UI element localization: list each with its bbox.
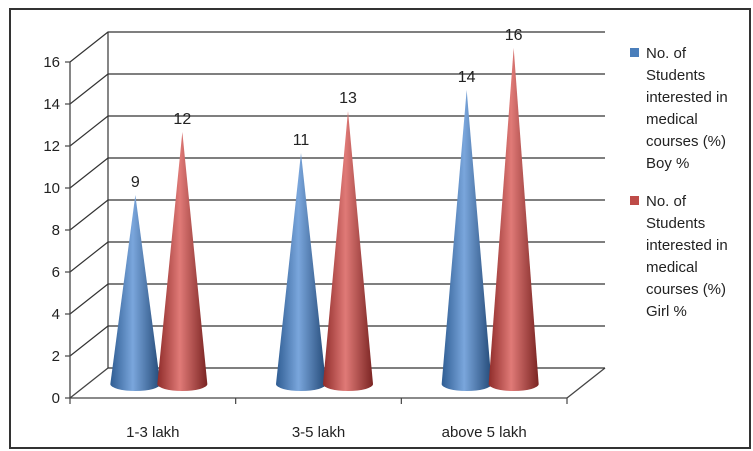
legend-swatch (630, 48, 639, 57)
legend-swatch (630, 196, 639, 205)
legend-text-line: interested in (646, 89, 728, 106)
cone-body (276, 153, 326, 391)
x-tick-label: 3-5 lakh (292, 424, 345, 441)
cone-body (157, 132, 208, 392)
cone-body (110, 195, 161, 391)
cone-body (488, 48, 539, 391)
cone-boy (276, 153, 326, 391)
data-label: 16 (505, 27, 523, 44)
legend-entry-boy: No. of Students interested in medical course… (630, 45, 728, 172)
y-tick-label: 16 (43, 54, 60, 71)
legend-text-line: medical (646, 111, 698, 128)
legend-text-line: medical (646, 259, 698, 276)
cone-boy (441, 90, 492, 392)
data-label: 13 (339, 90, 357, 107)
y-tick-label: 8 (52, 222, 60, 239)
cone-boy (110, 195, 161, 391)
y-tick-label: 6 (52, 264, 60, 281)
y-tick-label: 0 (52, 390, 60, 407)
legend-text-line: Students (646, 215, 705, 232)
y-axis: 0 2 4 6 8 10 12 14 16 (43, 54, 71, 407)
legend-text-line: No. of (646, 193, 687, 210)
cone-girl (323, 111, 373, 391)
floor-right-edge (566, 367, 606, 399)
gridline (69, 199, 605, 231)
floor-left-edge (69, 367, 109, 399)
data-label: 9 (131, 174, 140, 191)
y-tick-label: 14 (43, 96, 60, 113)
data-labels: 9 12 11 13 14 16 (131, 27, 523, 191)
cone-girl (157, 132, 208, 392)
gridline (69, 115, 605, 147)
data-label: 14 (458, 69, 476, 86)
data-label: 12 (173, 111, 191, 128)
legend-text-line: courses (%) (646, 133, 726, 150)
cone-body (323, 111, 373, 391)
gridline (69, 241, 605, 273)
gridline (69, 157, 605, 189)
y-tick-label: 4 (52, 306, 60, 323)
data-label: 11 (293, 132, 310, 149)
legend-text-line: Girl % (646, 303, 687, 320)
x-axis: 1-3 lakh 3-5 lakh above 5 lakh (69, 398, 568, 441)
cones (110, 48, 539, 392)
legend: No. of Students interested in medical course… (630, 45, 728, 320)
gridlines (69, 31, 605, 369)
legend-text-line: courses (%) (646, 281, 726, 298)
x-tick-label: above 5 lakh (442, 424, 527, 441)
legend-text-line: interested in (646, 237, 728, 254)
gridline (69, 283, 605, 315)
legend-entry-girl: No. of Students interested in medical course… (630, 193, 728, 320)
y-tick-label: 10 (43, 180, 60, 197)
cone-body (441, 90, 492, 392)
gridline (69, 73, 605, 105)
cone-girl (488, 48, 539, 391)
legend-text-line: No. of (646, 45, 687, 62)
y-tick-label: 12 (43, 138, 60, 155)
legend-text-line: Boy % (646, 155, 689, 172)
x-tick-label: 1-3 lakh (126, 424, 179, 441)
gridline (69, 31, 605, 63)
gridline (69, 325, 605, 357)
y-tick-label: 2 (52, 348, 60, 365)
legend-text-line: Students (646, 67, 705, 84)
